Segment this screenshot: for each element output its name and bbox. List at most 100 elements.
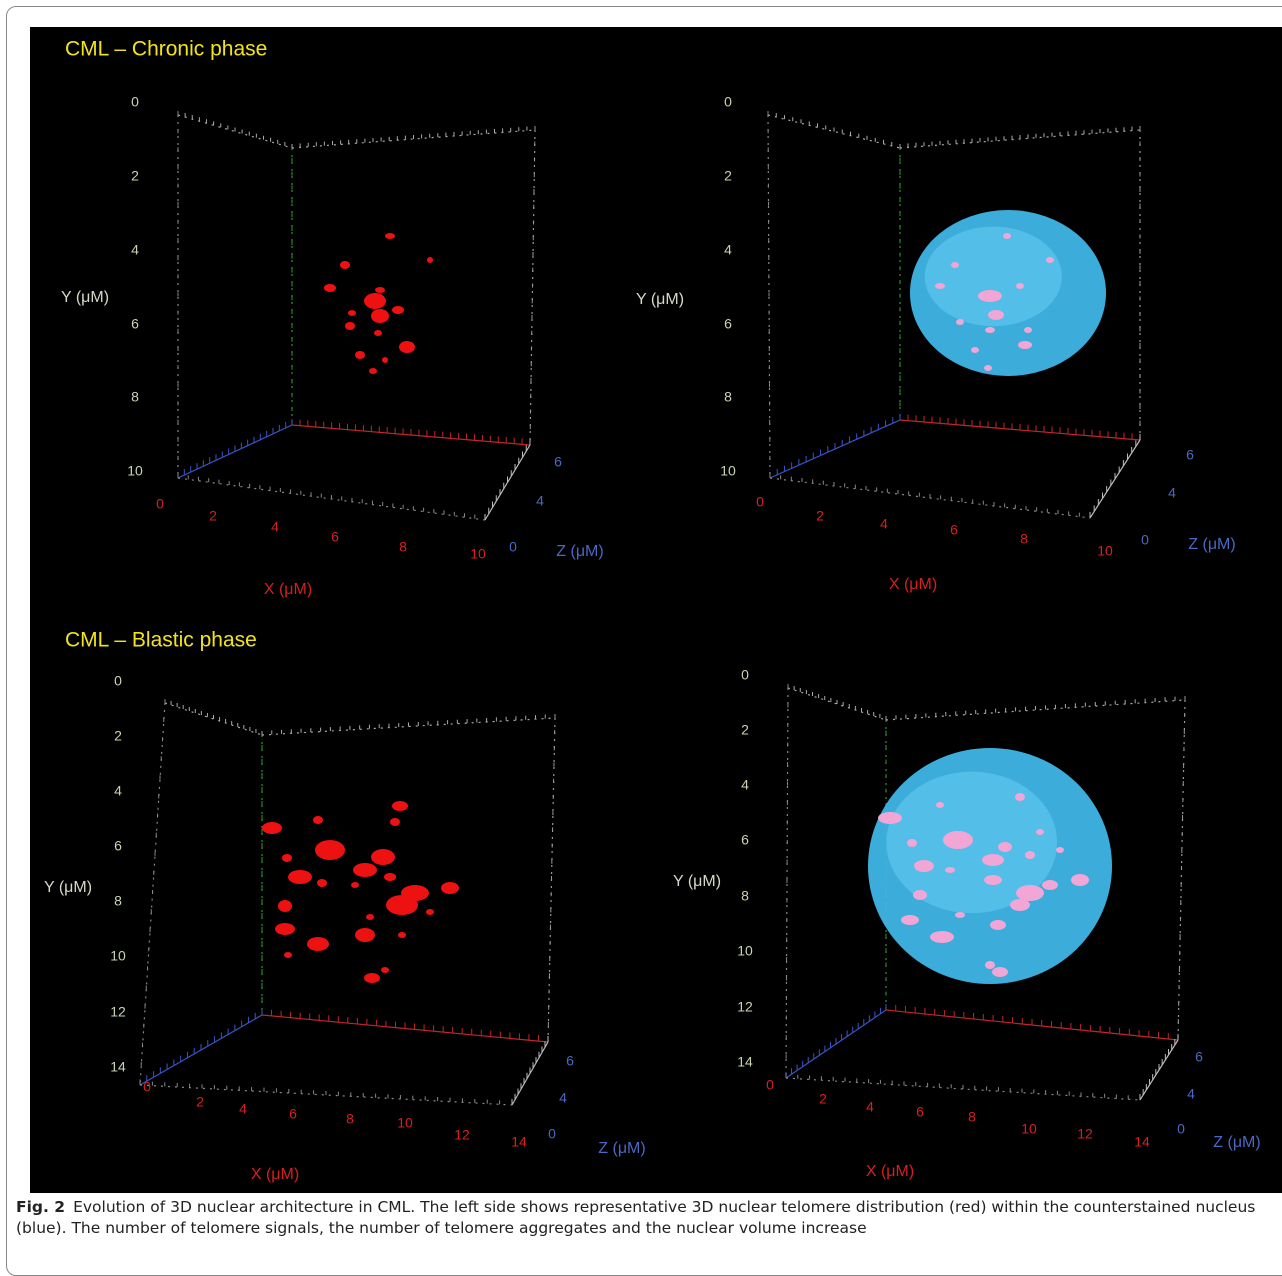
telomere-signal [990,920,1006,930]
image-background [30,27,1282,1193]
telomere-signal [262,822,282,834]
y-tick-label: 10 [737,943,753,959]
telomere-signal [1056,847,1064,853]
telomere-signal [386,895,418,915]
telomere-signal [385,233,395,239]
telomere-signal [978,290,1002,302]
x-tick-label: 10 [470,546,486,562]
telomere-signal [1046,257,1054,263]
telomere-signal [371,849,395,865]
telomere-signal [392,801,408,811]
telomere-signal [348,310,356,316]
telomere-signal [351,882,359,888]
x-tick-label: 12 [1077,1126,1093,1142]
telomere-signal [369,368,377,374]
x-tick-label: 8 [346,1111,354,1127]
z-axis-label: Z (μM) [1213,1134,1260,1151]
y-tick-label: 2 [131,168,139,184]
y-tick-label: 6 [724,316,732,332]
telomere-signal [1042,880,1058,890]
telomere-signal [901,915,919,925]
x-tick-label: 6 [331,529,339,545]
telomere-signal [340,261,350,269]
telomere-signal [930,931,954,943]
telomere-signal [355,351,365,359]
z-tick-label: 4 [536,493,544,509]
telomere-signal [398,932,406,938]
x-tick-label: 0 [156,496,164,512]
telomere-signal [390,818,400,826]
y-tick-label: 8 [741,888,749,904]
telomere-signal [441,882,459,894]
x-tick-label: 2 [196,1094,204,1110]
x-tick-label: 2 [816,508,824,524]
telomere-signal [1071,874,1089,886]
telomere-signal [998,842,1012,852]
x-tick-label: 8 [1020,531,1028,547]
z-tick-label: 0 [1141,532,1149,548]
y-tick-label: 6 [131,316,139,332]
telomere-signal [374,330,382,336]
telomere-signal [943,831,973,849]
x-axis-label: X (μM) [889,576,937,593]
telomere-signal [985,961,995,969]
z-tick-label: 4 [1168,485,1176,501]
y-axis-label: Y (μM) [61,289,109,306]
telomere-signal [935,283,945,289]
telomere-signal [1024,327,1032,333]
z-tick-label: 4 [1187,1086,1195,1102]
x-tick-label: 4 [239,1101,247,1117]
y-axis-label: Y (μM) [44,879,92,896]
telomere-signal [345,322,355,330]
telomere-signal [984,875,1002,885]
y-tick-label: 14 [737,1054,753,1070]
telomere-signal [1018,341,1032,349]
telomere-signal [384,873,396,881]
z-axis-label: Z (μM) [598,1140,645,1157]
x-tick-label: 2 [819,1091,827,1107]
x-tick-label: 4 [866,1099,874,1115]
telomere-signal [907,839,917,847]
telomere-signal [288,870,312,884]
telomere-signal [1010,899,1030,911]
y-tick-label: 4 [741,777,749,793]
panel-title: CML – Blastic phase [65,629,257,652]
y-tick-label: 2 [741,722,749,738]
caption-label: Fig. 2 [16,1198,65,1216]
telomere-signal [307,937,329,951]
z-tick-label: 0 [509,539,517,555]
telomere-signal [355,928,375,942]
telomere-signal [284,952,292,958]
x-axis-label: X (μM) [251,1166,299,1183]
telomere-signal [1016,283,1024,289]
x-tick-label: 14 [1134,1134,1150,1150]
y-tick-label: 0 [741,667,749,683]
caption-text: Evolution of 3D nuclear architecture in … [16,1198,1255,1237]
telomere-signal [1015,793,1025,801]
z-tick-label: 4 [559,1090,567,1106]
y-tick-label: 2 [114,728,122,744]
telomere-signal [317,879,327,887]
y-tick-label: 4 [724,242,732,258]
y-tick-label: 10 [110,948,126,964]
z-tick-label: 6 [554,454,562,470]
y-tick-label: 6 [741,832,749,848]
z-axis-label: Z (μM) [556,543,603,560]
z-tick-label: 6 [566,1053,574,1069]
telomere-signal [313,816,323,824]
x-tick-label: 4 [880,516,888,532]
telomere-signal [1003,233,1011,239]
y-tick-label: 12 [110,1004,126,1020]
y-tick-label: 0 [114,673,122,689]
y-tick-label: 6 [114,838,122,854]
telomere-signal [426,909,434,915]
x-tick-label: 6 [916,1104,924,1120]
telomere-signal [936,802,944,808]
telomere-signal [364,973,380,983]
y-tick-label: 10 [127,463,143,479]
x-tick-label: 8 [968,1109,976,1125]
z-tick-label: 6 [1195,1049,1203,1065]
telomere-signal [988,310,1004,320]
telomere-signal [364,293,386,309]
y-tick-label: 2 [724,168,732,184]
